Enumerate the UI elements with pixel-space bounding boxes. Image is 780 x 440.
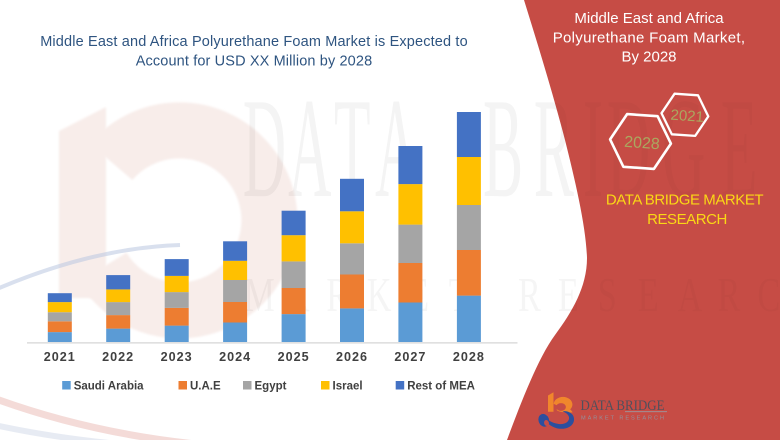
svg-text:2021: 2021 [670,107,704,126]
svg-text:2023: 2023 [161,350,193,364]
svg-text:Account for USD XX Million by: Account for USD XX Million by 2028 [136,54,373,70]
svg-text:2025: 2025 [278,350,310,364]
svg-text:Polyurethane Foam Market,: Polyurethane Foam Market, [553,29,746,46]
svg-text:2028: 2028 [453,350,485,364]
svg-text:2024: 2024 [219,350,251,364]
svg-text:Israel: Israel [333,381,363,393]
svg-text:Saudi Arabia: Saudi Arabia [74,381,144,393]
svg-text:Rest of MEA: Rest of MEA [407,381,475,393]
svg-text:2022: 2022 [102,350,134,364]
svg-text:Egypt: Egypt [255,381,287,393]
svg-text:2028: 2028 [624,134,661,153]
svg-text:By 2028: By 2028 [621,49,676,66]
svg-text:2026: 2026 [336,350,368,364]
svg-text:DATA BRIDGE: DATA BRIDGE [581,398,665,414]
svg-text:RESEARCH: RESEARCH [647,211,727,228]
svg-text:DATA BRIDGE MARKET: DATA BRIDGE MARKET [606,192,763,209]
svg-text:2027: 2027 [394,350,426,364]
svg-text:U.A.E: U.A.E [190,381,221,393]
svg-text:MARKET RESEARCH: MARKET RESEARCH [581,415,664,421]
svg-text:Middle East and Africa: Middle East and Africa [574,10,724,27]
svg-text:Middle East and Africa Polyure: Middle East and Africa Polyurethane Foam… [40,34,468,50]
svg-text:2021: 2021 [44,350,76,364]
